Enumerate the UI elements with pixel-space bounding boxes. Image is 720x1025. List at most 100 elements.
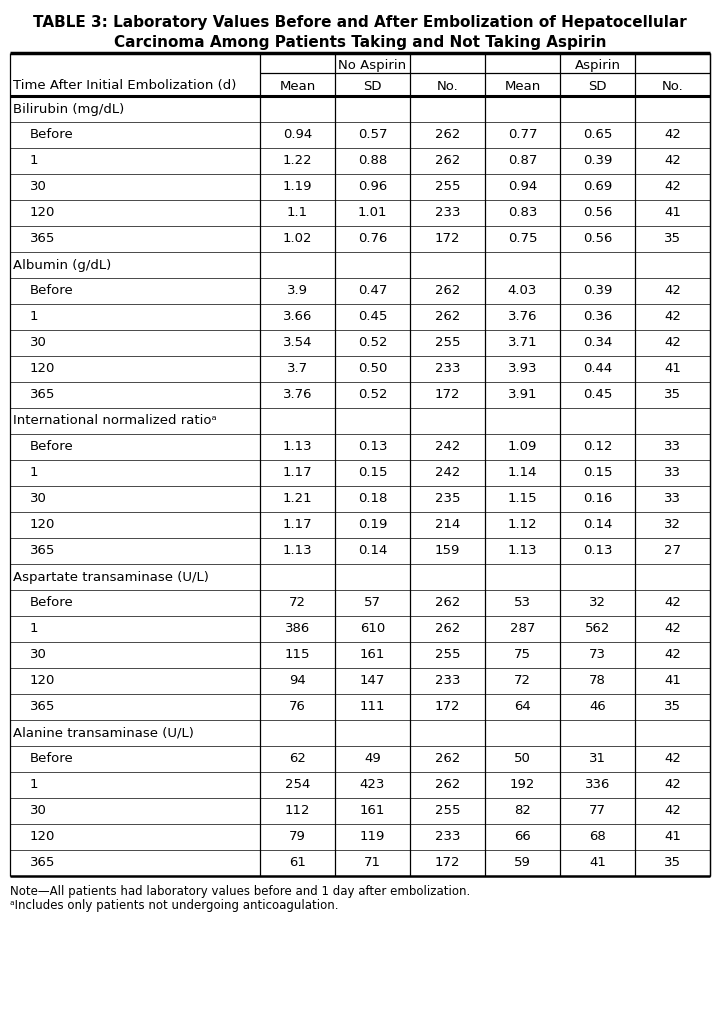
Text: 115: 115 — [284, 649, 310, 661]
Text: 42: 42 — [664, 180, 681, 194]
Text: 3.71: 3.71 — [508, 336, 537, 350]
Text: 287: 287 — [510, 622, 535, 636]
Text: 1.12: 1.12 — [508, 519, 537, 532]
Text: 82: 82 — [514, 805, 531, 818]
Text: 61: 61 — [289, 857, 306, 869]
Text: 1.19: 1.19 — [283, 180, 312, 194]
Text: 254: 254 — [285, 779, 310, 791]
Text: 0.56: 0.56 — [582, 233, 612, 246]
Text: 233: 233 — [435, 363, 460, 375]
Text: 0.77: 0.77 — [508, 128, 537, 141]
Text: 53: 53 — [514, 597, 531, 610]
Text: 42: 42 — [664, 649, 681, 661]
Text: 57: 57 — [364, 597, 381, 610]
Text: 41: 41 — [664, 206, 681, 219]
Text: 112: 112 — [284, 805, 310, 818]
Text: Before: Before — [30, 752, 73, 766]
Text: 31: 31 — [589, 752, 606, 766]
Text: 172: 172 — [435, 388, 460, 402]
Text: 32: 32 — [589, 597, 606, 610]
Text: 610: 610 — [360, 622, 385, 636]
Text: Alanine transaminase (U/L): Alanine transaminase (U/L) — [13, 727, 194, 739]
Text: 30: 30 — [30, 649, 47, 661]
Text: 41: 41 — [664, 674, 681, 688]
Text: 120: 120 — [30, 206, 55, 219]
Text: 262: 262 — [435, 155, 460, 167]
Text: 120: 120 — [30, 519, 55, 532]
Text: Mean: Mean — [505, 80, 541, 92]
Text: 0.15: 0.15 — [582, 466, 612, 480]
Text: 1.14: 1.14 — [508, 466, 537, 480]
Text: 119: 119 — [360, 830, 385, 844]
Text: 0.13: 0.13 — [582, 544, 612, 558]
Text: 214: 214 — [435, 519, 460, 532]
Text: TABLE 3: Laboratory Values Before and After Embolization of Hepatocellular: TABLE 3: Laboratory Values Before and Af… — [33, 14, 687, 30]
Text: 0.44: 0.44 — [583, 363, 612, 375]
Text: 30: 30 — [30, 180, 47, 194]
Text: 71: 71 — [364, 857, 381, 869]
Text: 3.9: 3.9 — [287, 285, 308, 297]
Text: 1.13: 1.13 — [283, 441, 312, 453]
Text: 3.76: 3.76 — [508, 311, 537, 324]
Text: 3.7: 3.7 — [287, 363, 308, 375]
Text: 72: 72 — [514, 674, 531, 688]
Text: 0.36: 0.36 — [582, 311, 612, 324]
Text: 235: 235 — [435, 492, 460, 505]
Text: 46: 46 — [589, 700, 606, 713]
Text: 233: 233 — [435, 830, 460, 844]
Text: 41: 41 — [664, 363, 681, 375]
Text: 33: 33 — [664, 466, 681, 480]
Text: 255: 255 — [435, 180, 460, 194]
Text: 0.94: 0.94 — [508, 180, 537, 194]
Text: 1.13: 1.13 — [283, 544, 312, 558]
Text: 255: 255 — [435, 336, 460, 350]
Text: 233: 233 — [435, 674, 460, 688]
Text: 0.87: 0.87 — [508, 155, 537, 167]
Text: 35: 35 — [664, 700, 681, 713]
Text: 42: 42 — [664, 336, 681, 350]
Text: 42: 42 — [664, 311, 681, 324]
Text: No.: No. — [436, 80, 459, 92]
Text: 1.09: 1.09 — [508, 441, 537, 453]
Text: No Aspirin: No Aspirin — [338, 58, 407, 72]
Text: 77: 77 — [589, 805, 606, 818]
Text: 76: 76 — [289, 700, 306, 713]
Text: 365: 365 — [30, 700, 55, 713]
Text: 0.83: 0.83 — [508, 206, 537, 219]
Text: 49: 49 — [364, 752, 381, 766]
Text: 0.75: 0.75 — [508, 233, 537, 246]
Text: 42: 42 — [664, 155, 681, 167]
Text: SD: SD — [364, 80, 382, 92]
Text: Mean: Mean — [279, 80, 315, 92]
Text: 42: 42 — [664, 128, 681, 141]
Text: 0.45: 0.45 — [358, 311, 387, 324]
Text: 50: 50 — [514, 752, 531, 766]
Text: Note—All patients had laboratory values before and 1 day after embolization.: Note—All patients had laboratory values … — [10, 885, 470, 898]
Text: 30: 30 — [30, 492, 47, 505]
Text: 0.52: 0.52 — [358, 388, 387, 402]
Text: 262: 262 — [435, 285, 460, 297]
Text: 3.76: 3.76 — [283, 388, 312, 402]
Text: 1.22: 1.22 — [283, 155, 312, 167]
Text: 242: 242 — [435, 466, 460, 480]
Text: 0.45: 0.45 — [582, 388, 612, 402]
Text: 64: 64 — [514, 700, 531, 713]
Text: ᵃIncludes only patients not undergoing anticoagulation.: ᵃIncludes only patients not undergoing a… — [10, 900, 338, 912]
Text: 35: 35 — [664, 857, 681, 869]
Text: 0.39: 0.39 — [582, 155, 612, 167]
Text: 172: 172 — [435, 233, 460, 246]
Text: 0.14: 0.14 — [582, 519, 612, 532]
Text: Before: Before — [30, 128, 73, 141]
Text: 27: 27 — [664, 544, 681, 558]
Text: 120: 120 — [30, 363, 55, 375]
Text: 3.93: 3.93 — [508, 363, 537, 375]
Text: 1.17: 1.17 — [283, 466, 312, 480]
Text: 3.91: 3.91 — [508, 388, 537, 402]
Text: Before: Before — [30, 441, 73, 453]
Text: 1: 1 — [30, 622, 38, 636]
Text: 0.76: 0.76 — [358, 233, 387, 246]
Text: 42: 42 — [664, 622, 681, 636]
Text: Before: Before — [30, 597, 73, 610]
Text: Carcinoma Among Patients Taking and Not Taking Aspirin: Carcinoma Among Patients Taking and Not … — [114, 35, 606, 49]
Text: 161: 161 — [360, 805, 385, 818]
